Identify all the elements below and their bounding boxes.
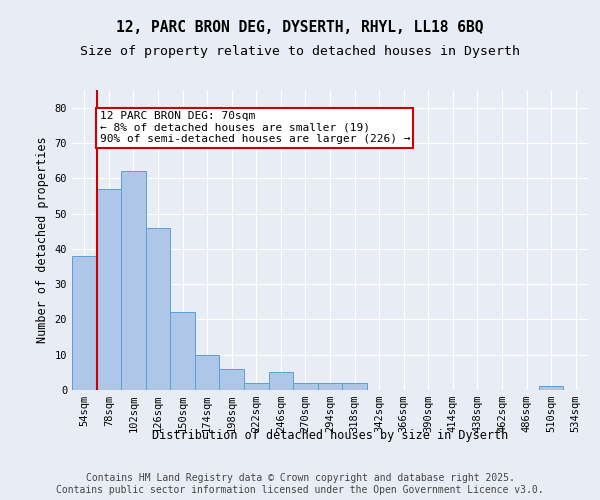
Bar <box>293 383 318 390</box>
Bar <box>195 354 220 390</box>
Bar <box>146 228 170 390</box>
Text: 12 PARC BRON DEG: 70sqm
← 8% of detached houses are smaller (19)
90% of semi-det: 12 PARC BRON DEG: 70sqm ← 8% of detached… <box>100 111 410 144</box>
Text: 12, PARC BRON DEG, DYSERTH, RHYL, LL18 6BQ: 12, PARC BRON DEG, DYSERTH, RHYL, LL18 6… <box>116 20 484 35</box>
Bar <box>539 386 563 390</box>
Bar <box>269 372 293 390</box>
Bar <box>72 256 97 390</box>
Bar <box>318 383 342 390</box>
Bar <box>244 383 269 390</box>
Bar <box>97 189 121 390</box>
Bar <box>220 369 244 390</box>
Text: Distribution of detached houses by size in Dyserth: Distribution of detached houses by size … <box>152 428 508 442</box>
Text: Size of property relative to detached houses in Dyserth: Size of property relative to detached ho… <box>80 45 520 58</box>
Text: Contains HM Land Registry data © Crown copyright and database right 2025.
Contai: Contains HM Land Registry data © Crown c… <box>56 474 544 495</box>
Bar <box>342 383 367 390</box>
Y-axis label: Number of detached properties: Number of detached properties <box>36 136 49 344</box>
Bar <box>121 171 146 390</box>
Bar <box>170 312 195 390</box>
